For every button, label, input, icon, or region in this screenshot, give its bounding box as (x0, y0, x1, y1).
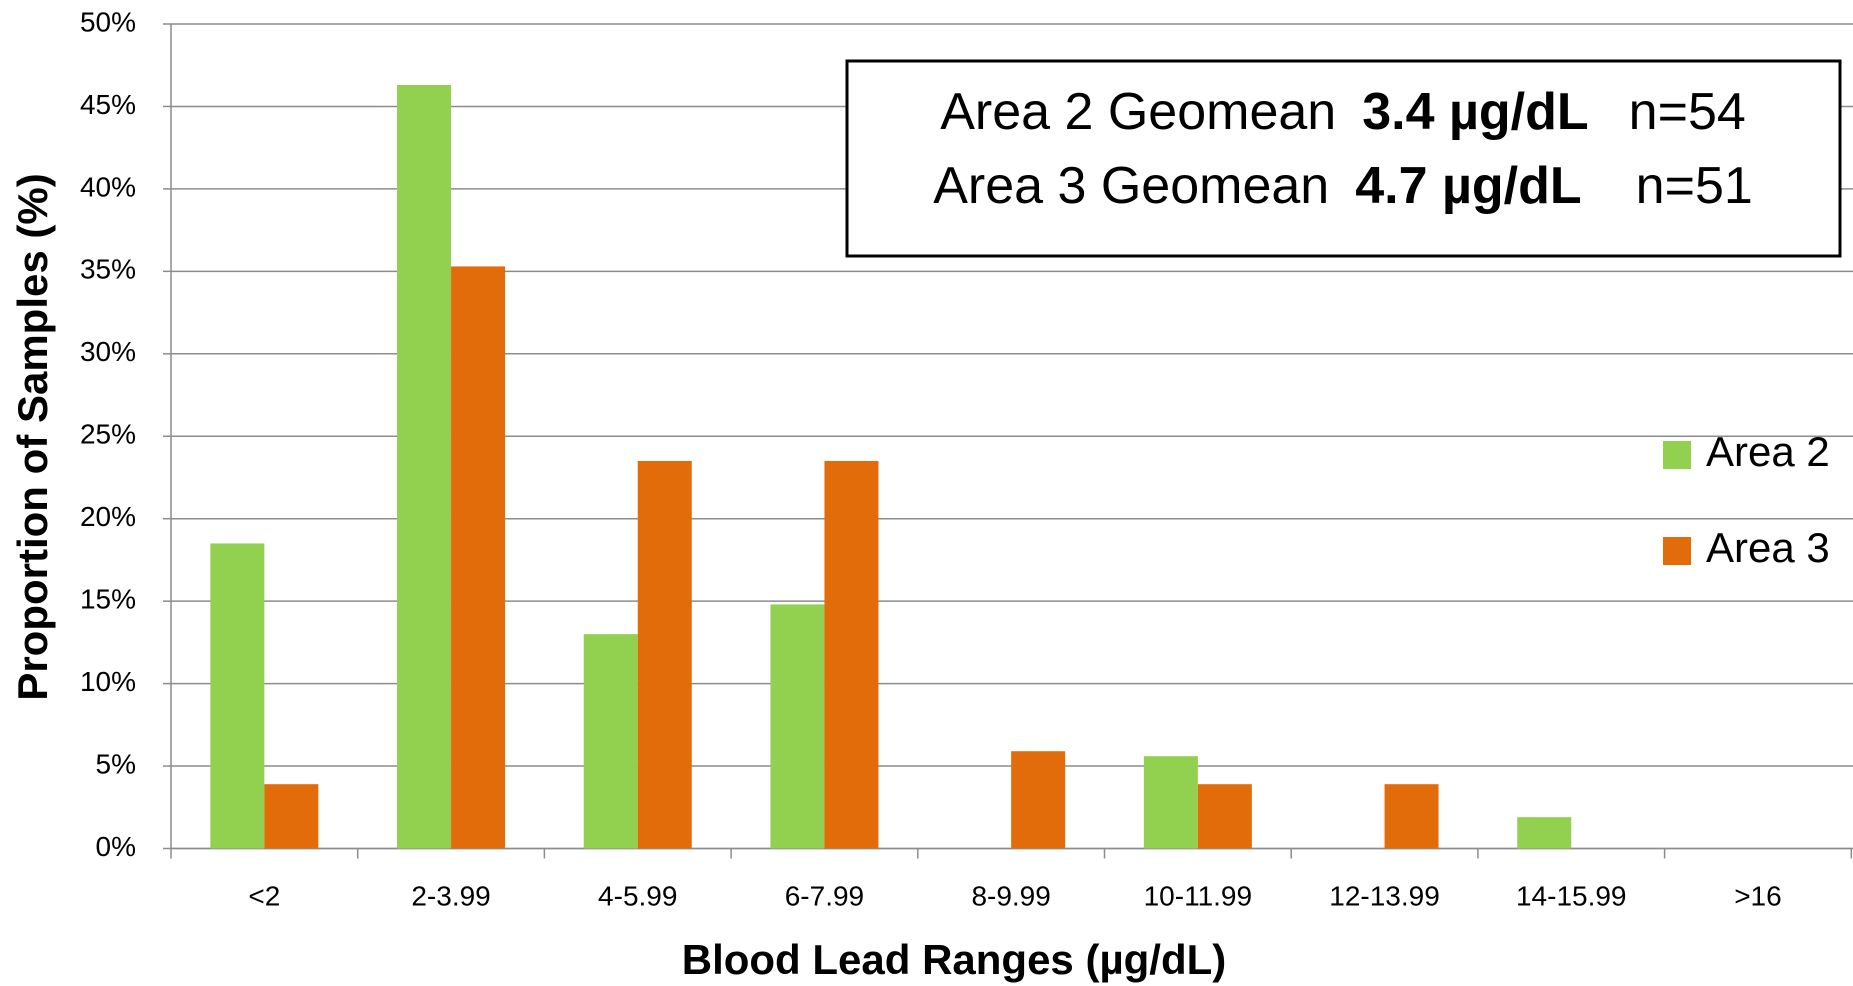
y-tick-label: 10% (80, 666, 136, 697)
bar (451, 266, 506, 849)
y-tick-label: 0% (96, 831, 136, 862)
bar (583, 634, 638, 849)
x-tick-label: 12-13.99 (1329, 880, 1440, 911)
bar (1143, 756, 1198, 849)
legend-label: Area 2 (1706, 428, 1830, 475)
bar (824, 460, 879, 849)
y-tick-label: 35% (80, 254, 136, 285)
y-tick-label: 40% (80, 171, 136, 202)
bar (1517, 817, 1572, 849)
x-tick-label: 6-7.99 (785, 880, 864, 911)
annotation: Area 2 Geomean 3.4 µg/dL n=54 (940, 83, 1746, 141)
bar (264, 784, 319, 849)
x-tick-label: 14-15.99 (1516, 880, 1627, 911)
x-tick-label: <2 (248, 880, 280, 911)
x-axis-title: Blood Lead Ranges (µg/dL) (682, 936, 1227, 983)
bar (1384, 784, 1439, 849)
bar (210, 543, 265, 849)
y-tick-label: 15% (80, 584, 136, 615)
x-tick-label: 2-3.99 (411, 880, 490, 911)
y-tick-label: 45% (80, 89, 136, 120)
bar (1197, 784, 1252, 849)
y-tick-label: 5% (96, 748, 136, 779)
x-tick-label: >16 (1734, 880, 1782, 911)
legend-swatch (1663, 537, 1691, 565)
legend-swatch (1663, 441, 1691, 469)
annotation-label: Area 3 Geomean (933, 157, 1329, 215)
bar (637, 460, 692, 849)
bar (770, 604, 825, 849)
legend-label: Area 3 (1706, 524, 1830, 571)
x-tick-label: 8-9.99 (971, 880, 1050, 911)
annotation-value: 4.7 µg/dL (1355, 157, 1581, 215)
y-tick-label: 50% (80, 6, 136, 37)
annotation-box (845, 59, 1842, 258)
y-tick-label: 30% (80, 336, 136, 367)
annotation-value: 3.4 µg/dL (1362, 83, 1588, 141)
x-tick-label: 4-5.99 (598, 880, 677, 911)
y-tick-label: 25% (80, 419, 136, 450)
y-tick-label: 20% (80, 501, 136, 532)
annotation: Area 3 Geomean 4.7 µg/dL n=51 (933, 157, 1753, 215)
annotation-label: Area 2 Geomean (940, 83, 1336, 141)
y-axis-title: Proportion of Samples (%) (9, 173, 56, 700)
x-tick-label: 10-11.99 (1144, 880, 1252, 911)
annotation-n: n=54 (1629, 83, 1746, 141)
bar (1011, 751, 1066, 849)
bar (397, 85, 452, 849)
annotation-n: n=51 (1636, 157, 1753, 215)
